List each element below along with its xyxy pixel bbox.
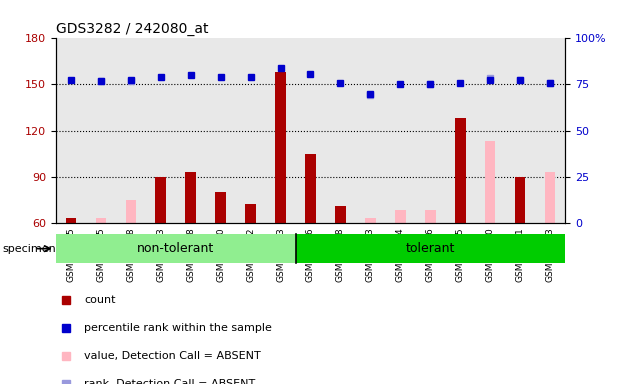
Bar — [545, 172, 555, 223]
Text: tolerant: tolerant — [406, 242, 455, 255]
Text: rank, Detection Call = ABSENT: rank, Detection Call = ABSENT — [84, 379, 255, 384]
Bar — [96, 218, 106, 223]
Bar — [485, 141, 496, 223]
Text: value, Detection Call = ABSENT: value, Detection Call = ABSENT — [84, 351, 261, 361]
Bar — [66, 218, 76, 223]
Bar — [125, 200, 136, 223]
Text: specimen: specimen — [3, 243, 57, 254]
Bar — [425, 210, 435, 223]
Bar — [215, 192, 226, 223]
FancyBboxPatch shape — [56, 234, 296, 263]
Bar — [155, 177, 166, 223]
Bar — [395, 210, 406, 223]
Bar — [365, 218, 376, 223]
Text: non-tolerant: non-tolerant — [137, 242, 214, 255]
Bar — [245, 204, 256, 223]
Bar — [186, 172, 196, 223]
Text: GDS3282 / 242080_at: GDS3282 / 242080_at — [56, 22, 209, 36]
Text: count: count — [84, 295, 116, 305]
Bar — [515, 177, 525, 223]
Bar — [455, 118, 466, 223]
FancyBboxPatch shape — [296, 234, 565, 263]
Bar — [306, 154, 315, 223]
Bar — [335, 206, 346, 223]
Bar — [275, 72, 286, 223]
Text: percentile rank within the sample: percentile rank within the sample — [84, 323, 272, 333]
